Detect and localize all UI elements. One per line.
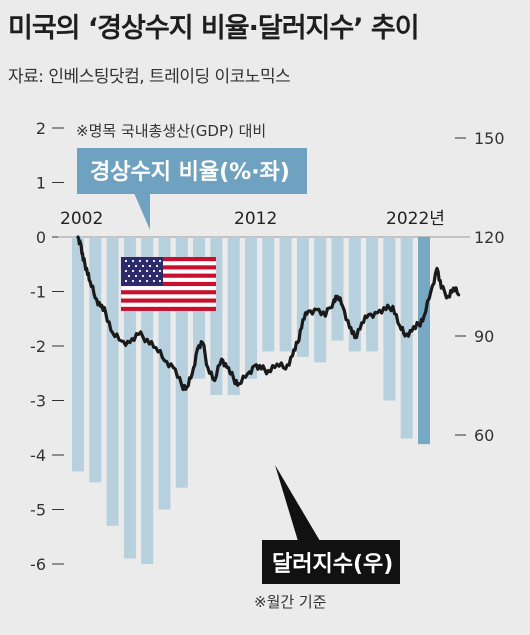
x-tick-label: 2022년 [386,209,445,229]
bar-2018 [348,237,361,352]
left-axis-tick-label: -5 [30,501,46,520]
right-axis: 150 120 90 60 [455,129,505,445]
left-axis-tick-label: 0 [36,228,46,247]
bar-2012 [245,237,257,379]
right-axis-tick-label: 150 [474,129,505,148]
chart-title: 미국의 ‘경상수지 비율·달러지수’ 추이 [8,13,420,44]
bar-2016 [314,237,327,363]
left-axis-tick-label: -6 [30,555,46,574]
bar-2004 [106,237,119,526]
bar-series-callout: 경상수지 비율(%·좌) [77,148,307,230]
bar-2015 [296,237,309,357]
us-flag-icon [120,256,217,312]
left-axis-tick-label: 1 [36,174,46,193]
right-axis-tick-label: 60 [474,426,494,445]
line-series-label: 달러지수(우) [272,552,393,577]
right-axis-tick-label: 120 [474,228,505,247]
monthly-note: ※월간 기준 [254,593,327,611]
left-axis-tick-label: 2 [36,119,46,138]
bar-2017 [331,237,344,341]
left-axis-tick-label: -4 [30,446,46,465]
left-axis-tick-label: -2 [30,337,46,356]
gdp-note: ※명목 국내총생산(GDP) 대비 [76,122,266,140]
left-axis-tick-label: -3 [30,392,46,411]
line-series-callout: 달러지수(우) [262,465,400,584]
dollar-index-line [76,235,461,392]
bar-2002 [72,237,84,472]
left-axis: 2 1 0 -1 -2 -3 -4 -5 -6 [30,119,64,574]
bar-2006 [141,237,154,564]
bar-2019 [366,237,379,352]
bar-2022 [418,237,430,445]
bar-2014 [279,237,292,352]
x-tick-label: 2002 [60,209,103,229]
chart-source: 자료: 인베스팅닷컴, 트레이딩 이코노믹스 [8,67,291,87]
bar-2003 [89,237,102,483]
bar-2011 [227,237,240,395]
bar-2021 [400,237,413,439]
right-axis-tick-label: 90 [474,327,494,346]
bar-2005 [123,237,136,559]
x-tick-label: 2012 [234,209,277,229]
left-axis-tick-label: -1 [30,283,46,302]
bar-2020 [383,237,396,401]
bar-2013 [262,237,275,352]
bar-series-label: 경상수지 비율(%·좌) [90,160,290,185]
